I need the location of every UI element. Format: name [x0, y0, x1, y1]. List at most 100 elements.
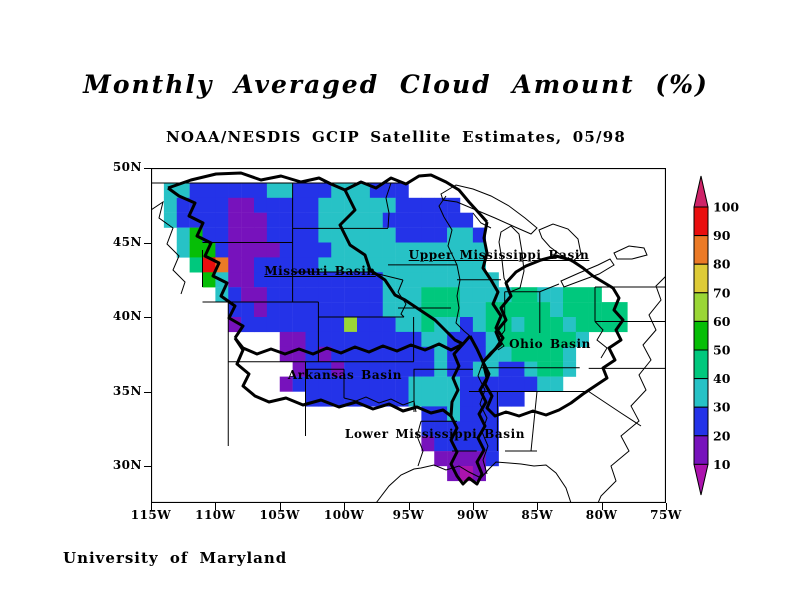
cloud-cell [550, 317, 564, 333]
cloud-cell [318, 257, 332, 273]
cloud-cell [318, 197, 332, 213]
cloud-cell [575, 302, 589, 318]
cloud-cell [460, 376, 474, 392]
colorbar-tick-label: 20 [713, 428, 731, 443]
cloud-cell [331, 302, 345, 318]
cloud-cell [331, 317, 345, 333]
cloud-cell [408, 197, 422, 213]
cloud-cell [228, 227, 242, 243]
cloud-cell [318, 376, 332, 392]
state-boundary-line [597, 275, 666, 503]
cloud-cell [266, 272, 280, 288]
state-boundary-line [443, 216, 471, 337]
cloud-cell [408, 227, 422, 243]
cloud-cell [395, 317, 409, 333]
cloud-cell [266, 227, 280, 243]
cloud-cell [163, 212, 177, 228]
cloud-cell [357, 242, 371, 258]
cloud-cell [563, 346, 577, 362]
cloud-cell [266, 242, 280, 258]
lon-tick [215, 503, 217, 510]
lon-tick [279, 503, 281, 510]
cloud-cell [292, 272, 306, 288]
state-boundary-line [416, 421, 424, 467]
cloud-cell [369, 302, 383, 318]
cloud-cell [472, 287, 486, 303]
cloud-cell [434, 212, 448, 228]
map-canvas [151, 168, 666, 503]
state-boundary-line [385, 182, 392, 229]
state-boundary-line [594, 321, 608, 359]
cloud-cell [305, 272, 319, 288]
cloud-cell [434, 406, 448, 422]
cloud-cell [421, 272, 435, 288]
cloud-cell [395, 242, 409, 258]
lat-tick-label: 35N [112, 383, 142, 398]
cloud-cell [434, 242, 448, 258]
cloud-cell [344, 331, 358, 347]
cloud-cell [292, 227, 306, 243]
cloud-cell [357, 287, 371, 303]
colorbar-segment [693, 235, 709, 265]
cloud-cell [254, 272, 268, 288]
cloud-cell [485, 331, 499, 347]
cloud-cell [601, 317, 615, 333]
cloud-cell [524, 287, 538, 303]
cloud-cell [331, 212, 345, 228]
cloud-cell [357, 212, 371, 228]
cloud-cell [318, 242, 332, 258]
cloud-cell [292, 302, 306, 318]
cloud-cell [511, 361, 525, 377]
colorbar-bottom-arrow [693, 463, 709, 496]
cloud-cell [511, 331, 525, 347]
cloud-cell [292, 257, 306, 273]
colorbar-canvas: 100 90 80 70 60 50 40 30 20 10 [693, 175, 739, 496]
cloud-cell [421, 436, 435, 452]
cloud-cell [292, 331, 306, 347]
state-boundary-line [440, 184, 538, 235]
cloud-cell [215, 242, 229, 258]
cloud-cell [408, 346, 422, 362]
cloud-cell [575, 331, 589, 347]
cloud-cell [369, 287, 383, 303]
cloud-cell [228, 242, 242, 258]
cloud-cell [357, 272, 371, 288]
lon-tick-label: 90W [457, 508, 489, 522]
basin-label: Lower Mississippi Basin [344, 427, 526, 441]
cloud-cell [460, 227, 474, 243]
cloud-cell [305, 212, 319, 228]
cloud-cell [305, 242, 319, 258]
cloud-cell [344, 317, 358, 333]
cloud-cell [524, 317, 538, 333]
cloud-cell [447, 317, 461, 333]
cloud-cell [292, 242, 306, 258]
cloud-cell [472, 242, 486, 258]
cloud-cell [537, 376, 551, 392]
state-boundary-line [530, 391, 538, 452]
cloud-cell [305, 227, 319, 243]
colorbar-segment [693, 320, 709, 351]
cloud-cell [357, 361, 371, 377]
cloud-cell [266, 317, 280, 333]
cloud-cell [460, 436, 474, 452]
cloud-cell [382, 197, 396, 213]
cloud-cell [369, 331, 383, 347]
cloud-cell [382, 212, 396, 228]
cloud-cell [447, 242, 461, 258]
cloud-cell [241, 317, 255, 333]
cloud-cell [344, 302, 358, 318]
cloud-cell [498, 346, 512, 362]
cloud-cell [472, 466, 486, 482]
cloud-cell [485, 451, 499, 467]
cloud-cell [601, 302, 615, 318]
cloud-cell [331, 331, 345, 347]
cloud-cell [357, 376, 371, 392]
cloud-cell [241, 287, 255, 303]
cloud-cell [215, 227, 229, 243]
cloud-cell [434, 302, 448, 318]
cloud-cell [241, 302, 255, 318]
cloud-cell [279, 287, 293, 303]
colorbar-segment [693, 292, 709, 322]
cloud-cell [485, 436, 499, 452]
